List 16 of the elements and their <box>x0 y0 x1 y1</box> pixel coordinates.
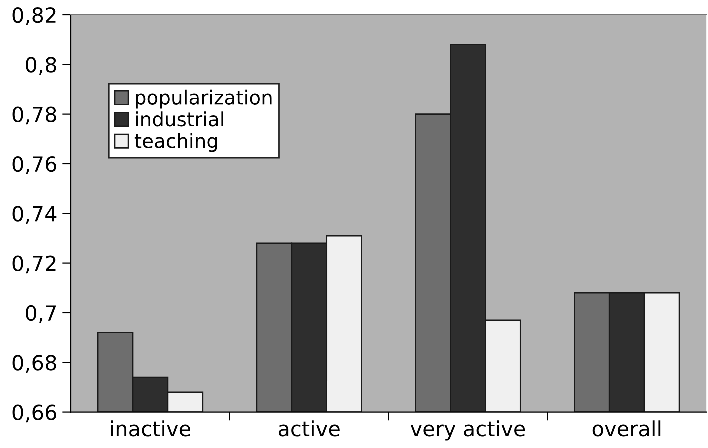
legend-label: industrial <box>136 112 224 127</box>
y-tick-label: 0,72 <box>12 256 56 274</box>
y-tick-label: 0,78 <box>12 106 56 125</box>
y-tick-label: 0,7 <box>26 305 56 324</box>
y-tick-label: 0,8 <box>26 57 56 75</box>
x-tick-label: very active <box>410 420 526 441</box>
legend-label: teaching <box>134 133 218 152</box>
x-tick-label: inactive <box>111 420 190 437</box>
x-tick-label: active <box>278 420 340 437</box>
y-tick-label: 0,66 <box>12 404 56 423</box>
legend-label: popularization <box>136 90 272 109</box>
y-tick-label: 0,82 <box>12 7 56 26</box>
y-tick-label: 0,68 <box>12 355 56 373</box>
x-tick-label: overall <box>592 420 661 437</box>
y-tick-label: 0,74 <box>12 206 57 224</box>
y-tick-label: 0,76 <box>12 156 56 174</box>
